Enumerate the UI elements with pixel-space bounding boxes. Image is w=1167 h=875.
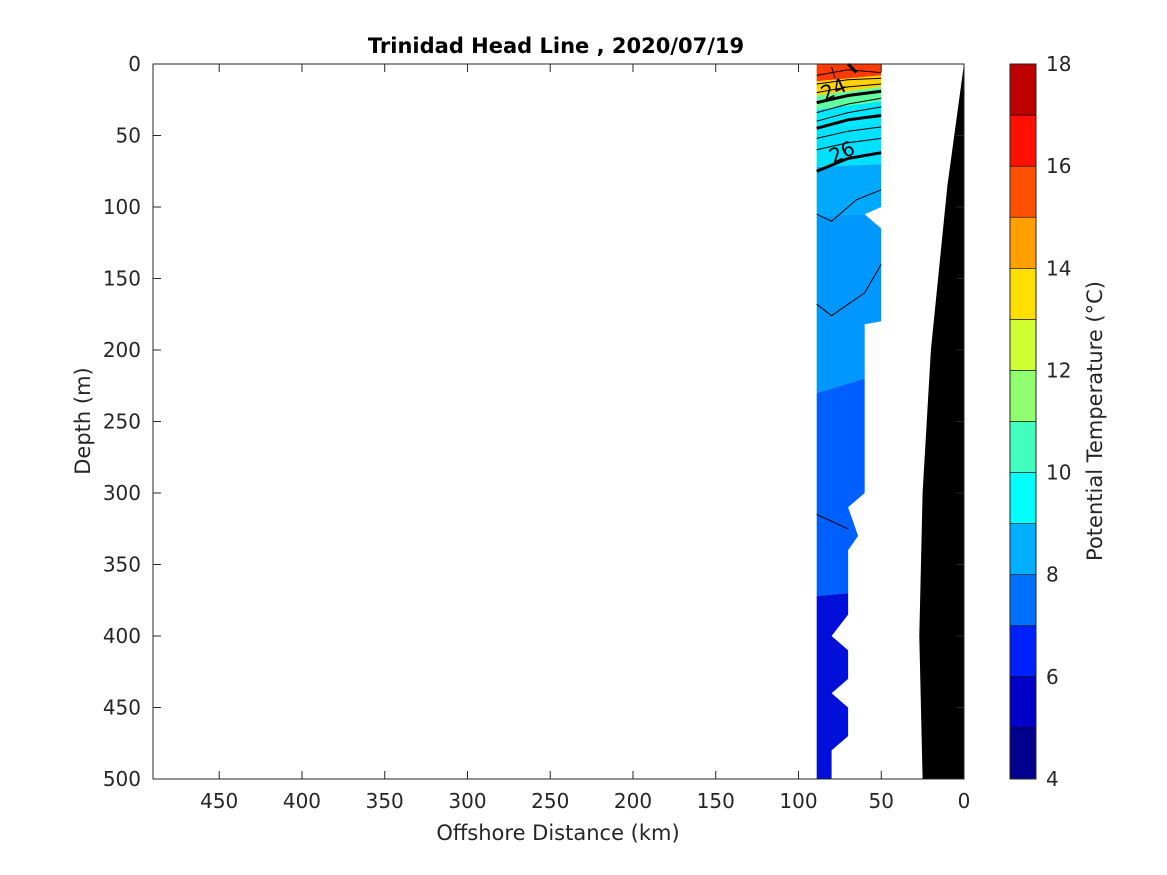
y-tick-label: 450 [103, 696, 141, 720]
x-tick-label: 450 [200, 789, 238, 813]
y-axis-label: Depth (m) [71, 367, 95, 474]
colorbar-frame [1009, 63, 1037, 780]
x-tick-label: 0 [958, 789, 971, 813]
colorbar-tick-label: 14 [1046, 256, 1071, 280]
y-tick-label: 50 [116, 124, 141, 148]
y-tick-label: 400 [103, 624, 141, 648]
contour-line-7 [816, 126, 882, 139]
colorbar-tick-label: 18 [1046, 52, 1071, 76]
colorbar-swatch [1009, 625, 1037, 678]
contour-line-8 [816, 137, 882, 151]
contour-line-9 [816, 151, 882, 173]
colorbar-swatch [1009, 114, 1037, 167]
x-tick-label: 100 [779, 789, 817, 813]
colorbar-tick-label: 6 [1046, 665, 1059, 689]
y-tick-label: 300 [103, 481, 141, 505]
contour-line-6 [816, 114, 882, 130]
temperature-band-7 [816, 378, 865, 596]
y-tick-label: 100 [103, 195, 141, 219]
contour-line-0 [816, 69, 882, 76]
colorbar-swatch [1009, 267, 1037, 320]
contour-line-10 [816, 189, 882, 222]
chart-title: Trinidad Head Line , 2020/07/19 [368, 34, 744, 58]
x-tick-label: 200 [614, 789, 652, 813]
bathymetry [919, 64, 964, 779]
colorbar-swatch [1009, 370, 1037, 422]
x-tick-label: 300 [448, 789, 486, 813]
y-tick-label: 350 [103, 553, 141, 577]
colorbar-swatch [1009, 676, 1037, 729]
colorbar-tick-label: 10 [1046, 461, 1071, 485]
y-tick-label: 150 [103, 267, 141, 291]
y-tick-label: 200 [103, 338, 141, 362]
colorbar-swatch [1009, 727, 1037, 780]
contour-line-2 [816, 83, 882, 94]
colorbar-tick-label: 16 [1046, 154, 1071, 178]
x-axis: 450 400 350 300 250 200 150 100 50 0 [200, 64, 970, 813]
contour-line-11 [816, 263, 882, 317]
x-tick-label: 400 [283, 789, 321, 813]
colorbar-swatch [1009, 421, 1037, 473]
colorbar-swatch [1009, 574, 1037, 627]
contour-line-3 [816, 89, 882, 105]
y-tick-label: 0 [128, 52, 141, 76]
temperature-band-0 [816, 64, 882, 82]
colorbar-swatch [1009, 472, 1037, 524]
x-tick-label: 150 [697, 789, 735, 813]
colorbar-tick-label: 12 [1046, 358, 1071, 382]
colorbar-swatch [1009, 63, 1037, 116]
colorbar-swatch [1009, 523, 1037, 576]
colorbar-swatch [1009, 216, 1037, 269]
seafloor [919, 64, 964, 779]
colorbar: 4 6 8 10 12 14 16 18 [1009, 52, 1071, 791]
contour-line-12 [816, 514, 849, 530]
colorbar-tick-label: 4 [1046, 767, 1059, 791]
y-axis: 0 50 100 150 200 250 300 350 400 450 500 [103, 52, 964, 791]
x-tick-label: 250 [531, 789, 569, 813]
contour-line-5 [816, 106, 882, 122]
y-tick-label: 250 [103, 410, 141, 434]
temperature-band-8 [816, 593, 849, 779]
y-tick-label: 500 [103, 767, 141, 791]
colorbar-tick-label: 8 [1046, 563, 1059, 587]
x-tick-label: 350 [366, 789, 404, 813]
contour-lines [816, 62, 882, 530]
contour-line-1 [816, 77, 882, 85]
x-tick-label: 50 [869, 789, 894, 813]
contour-line-4 [816, 97, 882, 114]
colorbar-swatch [1009, 319, 1037, 371]
colorbar-swatch [1009, 165, 1037, 218]
contour-line-14 [847, 62, 858, 74]
colorbar-label: Potential Temperature (°C) [1083, 281, 1107, 561]
x-axis-label: Offshore Distance (km) [436, 821, 679, 845]
temperature-band-5 [816, 164, 882, 216]
contour-line-13 [831, 66, 836, 79]
temperature-band-1 [816, 75, 882, 96]
